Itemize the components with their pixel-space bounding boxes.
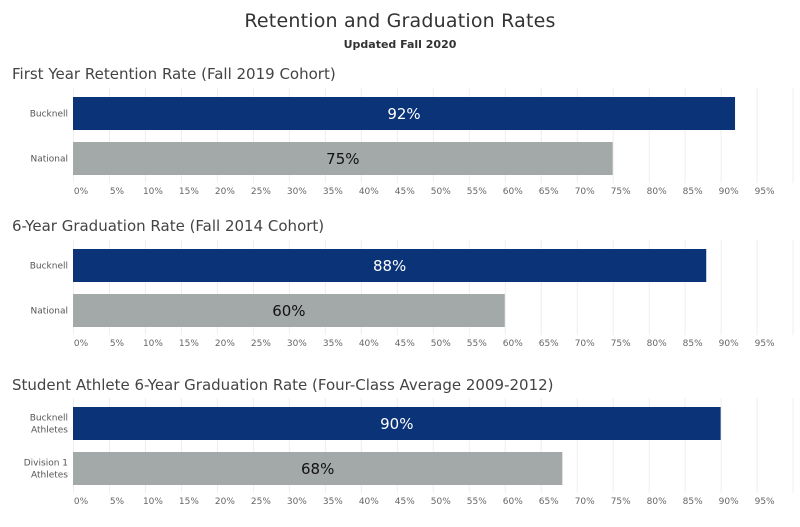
tick-label: 85% <box>683 339 703 349</box>
athlete-graduation-bar-1 <box>73 452 563 485</box>
tick-label: 0% <box>74 497 89 507</box>
tick-label: 70% <box>575 187 595 197</box>
tick-label: 15% <box>179 497 199 507</box>
tick-label: 45% <box>395 339 415 349</box>
tick-label: 30% <box>287 497 307 507</box>
tick-label: 65% <box>539 339 559 349</box>
tick-label: 45% <box>395 497 415 507</box>
tick-label: 65% <box>539 187 559 197</box>
graduation-bar-chart: 88% Bucknell 60% National 0% 5% 10% 15% 20% 25% 30… <box>30 240 794 349</box>
tick-label: 20% <box>215 497 235 507</box>
tick-label: 50% <box>431 187 451 197</box>
tick-label: 5% <box>110 187 125 197</box>
tick-label: 75% <box>611 187 631 197</box>
category-label: National <box>30 155 68 165</box>
bar-value-label: 60% <box>272 302 305 320</box>
retention-bar-1 <box>73 142 613 175</box>
tick-label: 25% <box>251 339 271 349</box>
tick-label: 95% <box>755 187 775 197</box>
athlete-graduation-bar-0 <box>73 407 721 440</box>
tick-label: 40% <box>359 339 379 349</box>
tick-label: 90% <box>719 187 739 197</box>
retention-chart-title: First Year Retention Rate (Fall 2019 Coh… <box>12 65 336 83</box>
tick-label: 80% <box>647 497 667 507</box>
category-label: Athletes <box>31 471 68 481</box>
bar-value-label: 90% <box>380 415 413 433</box>
tick-label: 85% <box>683 497 703 507</box>
tick-label: 10% <box>143 339 163 349</box>
tick-label: 0% <box>74 187 89 197</box>
tick-label: 25% <box>251 187 271 197</box>
tick-label: 35% <box>323 339 343 349</box>
graduation-chart-title: 6-Year Graduation Rate (Fall 2014 Cohort… <box>12 217 325 235</box>
tick-label: 55% <box>467 497 487 507</box>
tick-label: 55% <box>467 339 487 349</box>
page-title: Retention and Graduation Rates <box>244 10 556 32</box>
category-label: Division 1 <box>24 459 68 469</box>
tick-label: 10% <box>143 187 163 197</box>
tick-label: 40% <box>359 497 379 507</box>
tick-label: 50% <box>431 497 451 507</box>
tick-label: 40% <box>359 187 379 197</box>
tick-label: 85% <box>683 187 703 197</box>
bar-value-label: 88% <box>373 257 406 275</box>
graduation-bar-0 <box>73 249 707 282</box>
retention-bar-0 <box>73 97 736 130</box>
tick-label: 35% <box>323 497 343 507</box>
tick-label: 95% <box>755 497 775 507</box>
graduation-bar-1 <box>73 294 505 327</box>
tick-label: 30% <box>287 187 307 197</box>
athlete-graduation-chart-title: Student Athlete 6-Year Graduation Rate (… <box>12 376 554 394</box>
tick-label: 20% <box>215 187 235 197</box>
bar-value-label: 68% <box>301 460 334 478</box>
tick-label: 10% <box>143 497 163 507</box>
tick-label: 55% <box>467 187 487 197</box>
tick-label: 50% <box>431 339 451 349</box>
bar-value-label: 75% <box>326 150 359 168</box>
tick-label: 90% <box>719 497 739 507</box>
tick-label: 80% <box>647 339 667 349</box>
tick-label: 90% <box>719 339 739 349</box>
tick-label: 20% <box>215 339 235 349</box>
tick-label: 15% <box>179 339 199 349</box>
tick-label: 60% <box>503 497 523 507</box>
category-label: National <box>30 307 68 317</box>
tick-label: 45% <box>395 187 415 197</box>
tick-label: 25% <box>251 497 271 507</box>
bar-value-label: 92% <box>387 105 420 123</box>
tick-label: 65% <box>539 497 559 507</box>
tick-label: 30% <box>287 339 307 349</box>
tick-label: 80% <box>647 187 667 197</box>
tick-label: 15% <box>179 187 199 197</box>
category-label: Athletes <box>31 426 68 436</box>
page-subtitle: Updated Fall 2020 <box>343 38 457 51</box>
tick-label: 95% <box>755 339 775 349</box>
retention-bar-chart: 92% Bucknell 75% National 0% 5% 10% 15% 20% 25% 30… <box>30 88 794 197</box>
tick-label: 0% <box>74 339 89 349</box>
tick-label: 60% <box>503 339 523 349</box>
tick-label: 5% <box>110 339 125 349</box>
tick-label: 75% <box>611 339 631 349</box>
athlete-graduation-bar-chart: 90% Bucknell Athletes 68% Division 1 Athletes… <box>24 398 794 507</box>
tick-label: 5% <box>110 497 125 507</box>
tick-label: 70% <box>575 339 595 349</box>
tick-label: 75% <box>611 497 631 507</box>
category-label: Bucknell <box>30 262 68 272</box>
category-label: Bucknell <box>30 414 68 424</box>
tick-label: 70% <box>575 497 595 507</box>
tick-label: 60% <box>503 187 523 197</box>
category-label: Bucknell <box>30 110 68 120</box>
tick-label: 35% <box>323 187 343 197</box>
